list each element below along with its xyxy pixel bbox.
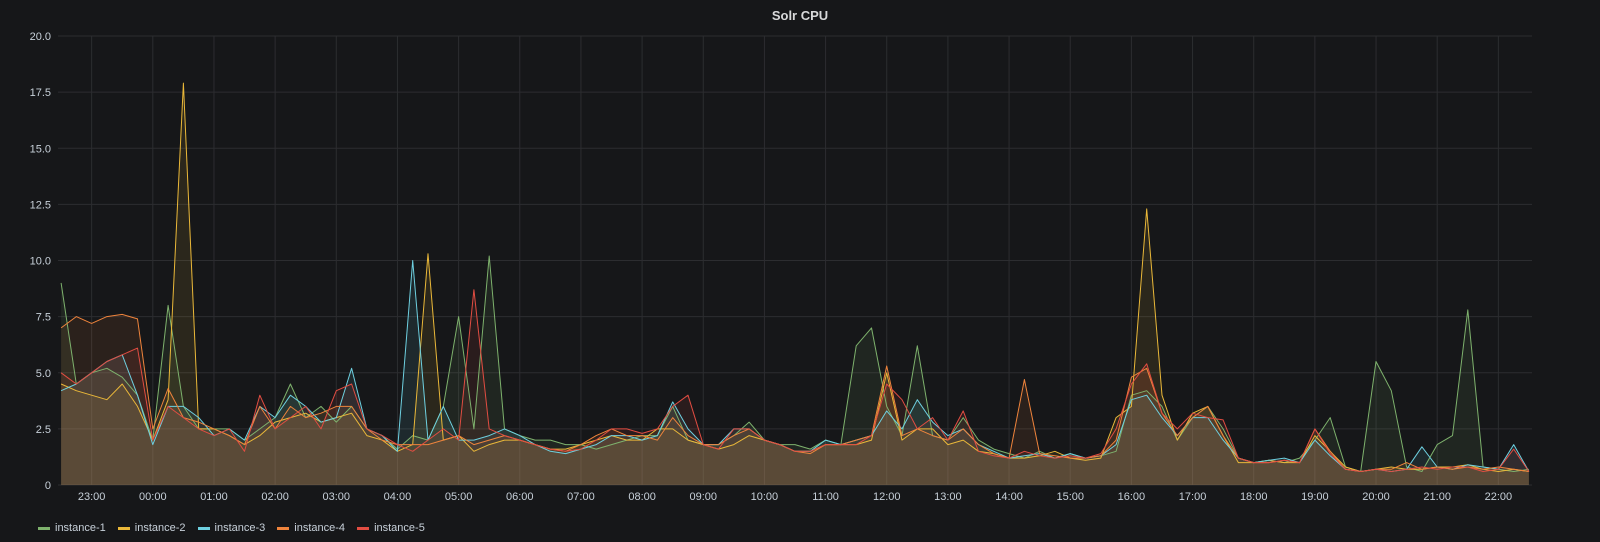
x-tick-label: 10:00 xyxy=(751,491,779,503)
x-tick-label: 18:00 xyxy=(1240,491,1268,503)
y-tick-label: 10.0 xyxy=(30,256,51,268)
legend-swatch xyxy=(117,526,130,530)
series-area-instance-1 xyxy=(61,256,1529,485)
x-tick-label: 20:00 xyxy=(1362,491,1390,503)
x-tick-label: 13:00 xyxy=(934,491,962,503)
series-area-instance-4 xyxy=(61,314,1529,485)
x-tick-label: 14:00 xyxy=(995,491,1023,503)
legend-label: instance-4 xyxy=(294,522,346,534)
cpu-area-chart: 0 2.5 5.0 7.5 10.0 12.5 15.0 17.5 20.0 23:00 00:00… xyxy=(30,31,1532,503)
x-tick-label: 23:00 xyxy=(78,491,106,503)
legend-item-instance-1[interactable]: instance-1 xyxy=(38,522,106,534)
series-area-instance-5 xyxy=(61,289,1529,485)
legend-swatch xyxy=(357,526,370,530)
x-tick-label: 22:00 xyxy=(1485,491,1513,503)
legend-item-instance-3[interactable]: instance-3 xyxy=(197,522,266,534)
x-tick-label: 17:00 xyxy=(1179,491,1207,503)
legend-label: instance-3 xyxy=(214,522,266,534)
grid-layer xyxy=(58,35,1532,486)
axis-layer: 0 2.5 5.0 7.5 10.0 12.5 15.0 17.5 20.0 23:00 00:00… xyxy=(30,31,1513,503)
legend-swatch xyxy=(38,526,50,530)
chart-legend: instance-1 instance-2 instance-3 instance-4… xyxy=(38,522,425,534)
x-tick-label: 03:00 xyxy=(323,491,351,503)
x-tick-label: 21:00 xyxy=(1423,491,1451,503)
legend-swatch xyxy=(277,526,290,530)
legend-label: instance-5 xyxy=(374,522,425,534)
line-layer xyxy=(60,82,1530,472)
legend-label: instance-1 xyxy=(55,522,106,534)
y-tick-label: 12.5 xyxy=(30,199,51,211)
panel-title[interactable]: Solr CPU xyxy=(771,8,829,23)
y-tick-label: 20.0 xyxy=(30,31,51,43)
x-tick-label: 09:00 xyxy=(689,491,717,503)
x-tick-label: 04:00 xyxy=(384,491,412,503)
series-area-instance-3 xyxy=(61,260,1529,485)
y-tick-label: 7.5 xyxy=(36,312,51,324)
x-tick-label: 06:00 xyxy=(506,491,534,503)
y-tick-label: 17.5 xyxy=(30,87,51,99)
x-tick-label: 19:00 xyxy=(1301,491,1329,503)
x-tick-label: 15:00 xyxy=(1056,491,1084,503)
x-tick-label: 01:00 xyxy=(200,491,228,503)
series-area-instance-2 xyxy=(61,83,1529,485)
x-tick-label: 05:00 xyxy=(445,491,473,503)
legend-label: instance-2 xyxy=(134,522,186,534)
series-line-instance-5 xyxy=(60,289,1530,472)
legend-swatch xyxy=(197,526,210,530)
x-tick-label: 07:00 xyxy=(567,491,595,503)
y-tick-label: 5.0 xyxy=(36,368,51,380)
y-tick-label: 15.0 xyxy=(30,143,51,155)
x-tick-label: 12:00 xyxy=(873,491,901,503)
y-tick-label: 0 xyxy=(45,480,51,492)
legend-item-instance-4[interactable]: instance-4 xyxy=(277,522,345,534)
y-tick-label: 2.5 xyxy=(36,424,51,436)
x-tick-label: 16:00 xyxy=(1118,491,1146,503)
legend-item-instance-2[interactable]: instance-2 xyxy=(117,522,186,534)
x-tick-label: 00:00 xyxy=(139,491,167,503)
x-tick-label: 02:00 xyxy=(261,491,289,503)
x-tick-label: 11:00 xyxy=(812,491,839,503)
x-tick-label: 08:00 xyxy=(628,491,656,503)
legend-item-instance-5[interactable]: instance-5 xyxy=(357,522,425,534)
area-layer xyxy=(61,83,1529,485)
